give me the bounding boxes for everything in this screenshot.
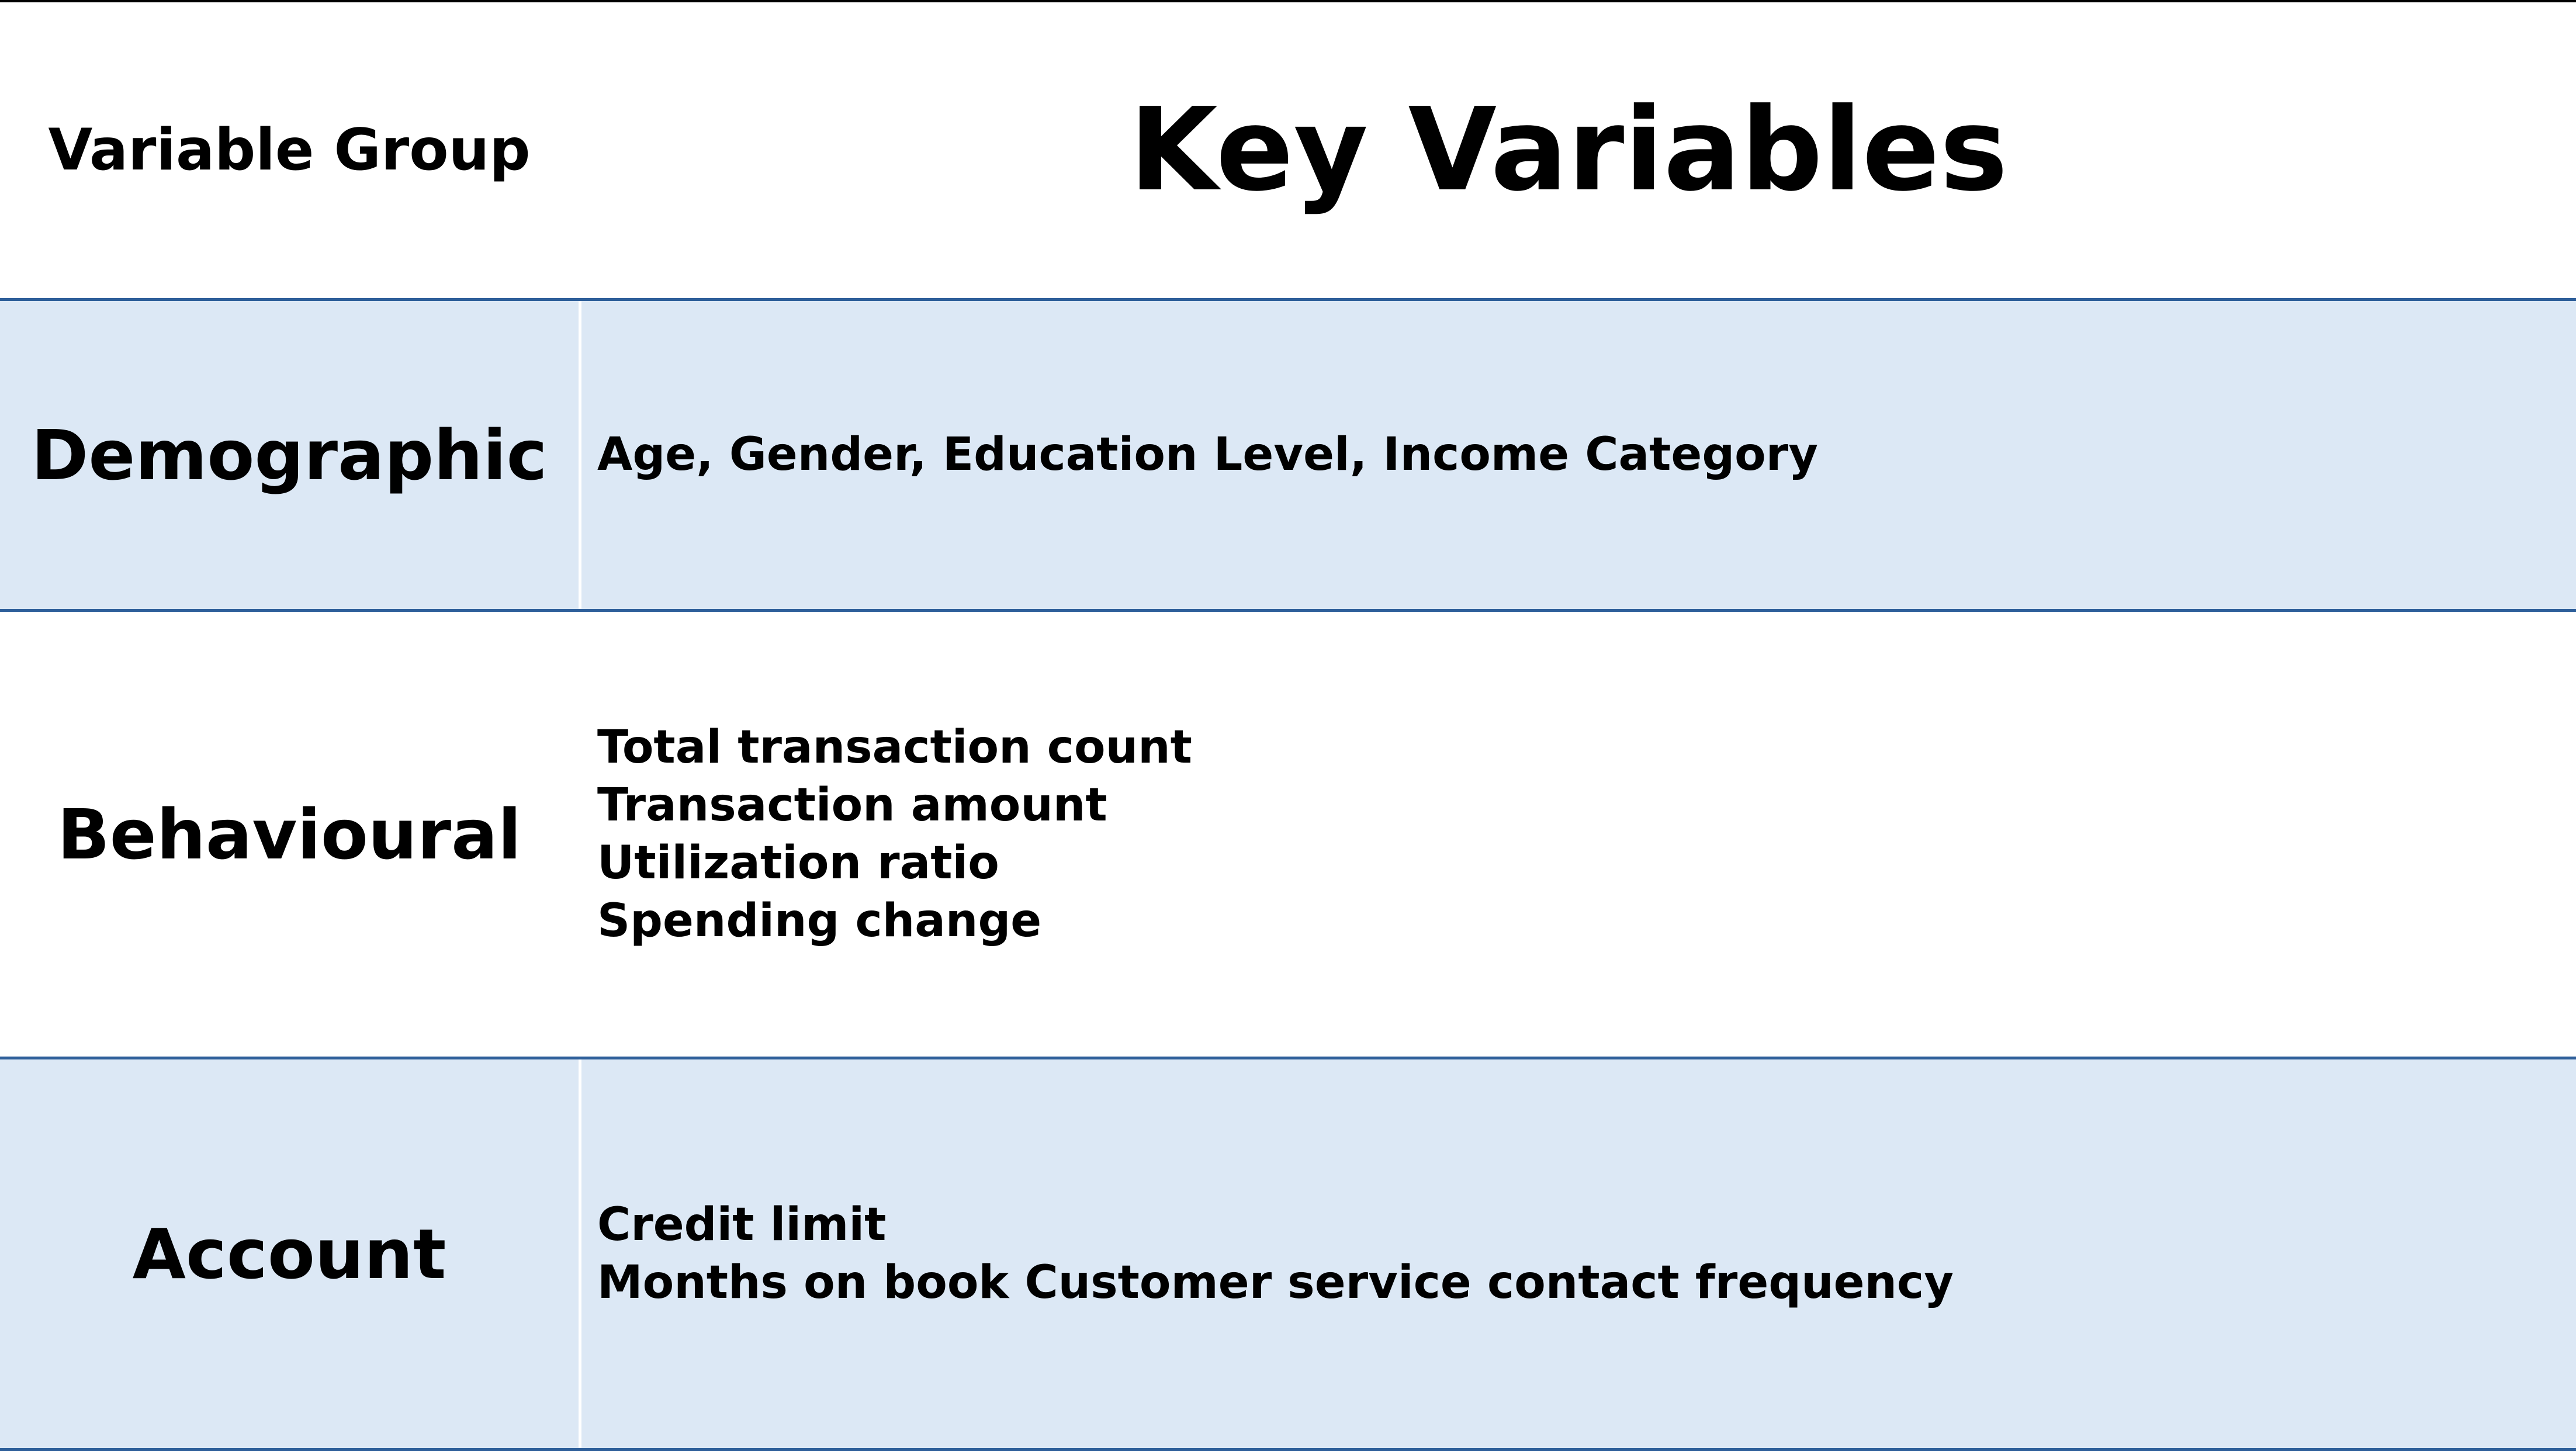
variables-cell-account: Credit limit Months on book Customer ser… — [597, 1059, 2553, 1448]
variable-line: Utilization ratio — [597, 836, 999, 889]
group-cell-account: Account — [0, 1059, 581, 1448]
variables-cell-behavioural: Total transaction count Transaction amou… — [597, 612, 2553, 1057]
variable-line: Credit limit — [597, 1198, 887, 1251]
variable-line: Transaction amount — [597, 778, 1107, 832]
variable-line: Spending change — [597, 894, 1042, 947]
key-variables-title: Key Variables — [1129, 84, 2008, 217]
group-cell-demographic: Demographic — [0, 301, 581, 609]
group-cell-behavioural: Behavioural — [57, 794, 522, 875]
table-row-demographic: Demographic Age, Gender, Education Level… — [0, 298, 2576, 609]
variables-cell-demographic: Age, Gender, Education Level, Income Cat… — [597, 301, 2553, 609]
variable-line: Age, Gender, Education Level, Income Cat… — [597, 428, 1819, 481]
top-rule — [0, 0, 2576, 2]
table-header: Variable Group Key Variables — [0, 2, 2576, 298]
table-row-behavioural: Behavioural Total transaction count Tran… — [0, 609, 2576, 1057]
variable-line: Total transaction count — [597, 721, 1192, 774]
table-row-account: Account Credit limit Months on book Cust… — [0, 1057, 2576, 1451]
variable-line: Months on book Customer service contact … — [597, 1256, 1954, 1309]
variable-group-header: Variable Group — [48, 117, 531, 183]
